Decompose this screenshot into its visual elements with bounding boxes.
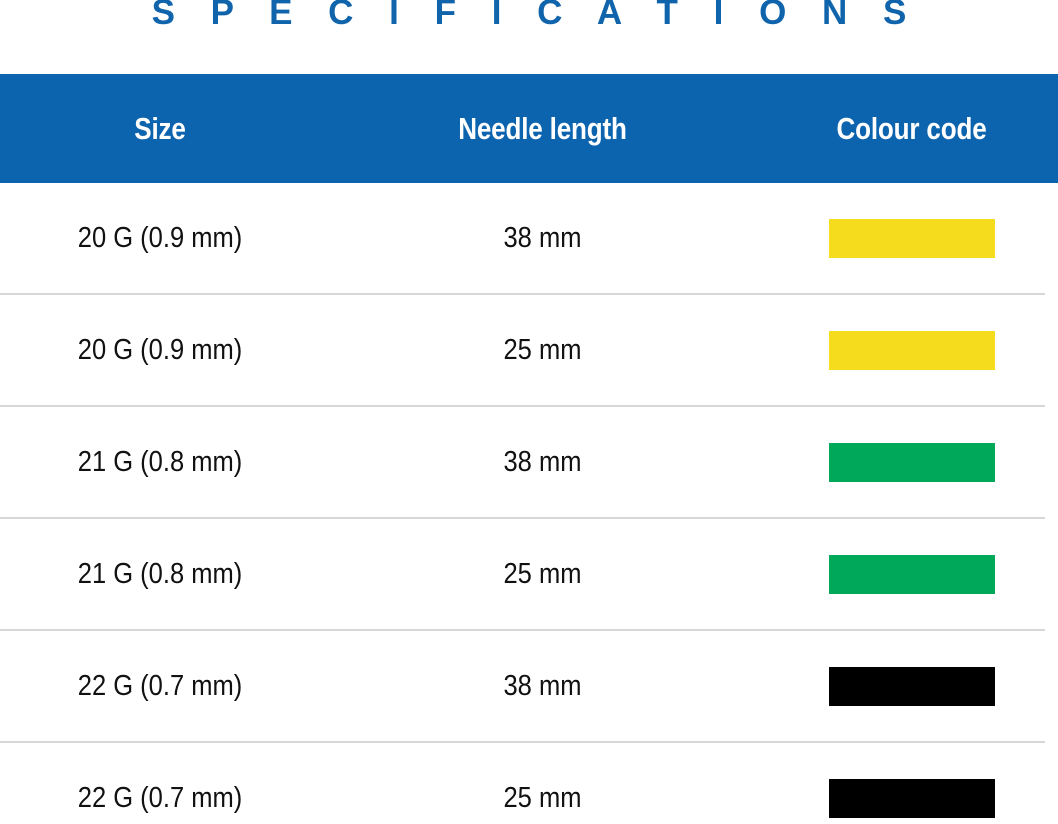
table-row: 21 G (0.8 mm) 38 mm xyxy=(0,405,1058,517)
cell-size: 20 G (0.9 mm) xyxy=(77,333,243,366)
table-row: 20 G (0.9 mm) 38 mm xyxy=(0,183,1058,293)
column-header-size: Size xyxy=(134,110,186,146)
table-row: 22 G (0.7 mm) 38 mm xyxy=(0,629,1058,741)
colour-swatch-yellow xyxy=(828,218,995,258)
table-row: 22 G (0.7 mm) 25 mm xyxy=(0,741,1058,824)
cell-colour-code xyxy=(765,330,1058,370)
column-header-needle-length: Needle length xyxy=(458,110,627,146)
cell-colour-code xyxy=(765,666,1058,706)
colour-swatch-black xyxy=(828,778,995,818)
table-header-row: Size Needle length Colour code xyxy=(0,74,1058,183)
cell-needle-length: 25 mm xyxy=(503,557,582,590)
table-row: 20 G (0.9 mm) 25 mm xyxy=(0,293,1058,405)
cell-needle-length: 25 mm xyxy=(503,333,582,366)
cell-colour-code xyxy=(765,778,1058,818)
cell-colour-code xyxy=(765,554,1058,594)
page-title: S P E C I F I C A T I O N S xyxy=(151,0,920,32)
specifications-table: Size Needle length Colour code 20 G (0.9… xyxy=(0,74,1058,824)
cell-needle-length: 38 mm xyxy=(503,669,582,702)
colour-swatch-black xyxy=(828,666,995,706)
cell-needle-length: 25 mm xyxy=(503,781,582,814)
cell-size: 20 G (0.9 mm) xyxy=(77,221,243,254)
table-row: 21 G (0.8 mm) 25 mm xyxy=(0,517,1058,629)
cell-size: 22 G (0.7 mm) xyxy=(77,781,243,814)
colour-swatch-green xyxy=(828,554,995,594)
column-header-colour-code: Colour code xyxy=(836,110,987,146)
cell-needle-length: 38 mm xyxy=(503,445,582,478)
table-body: 20 G (0.9 mm) 38 mm 20 G (0.9 mm) 25 mm 21 G… xyxy=(0,183,1058,824)
colour-swatch-green xyxy=(828,442,995,482)
colour-swatch-yellow xyxy=(828,330,995,370)
cell-colour-code xyxy=(765,442,1058,482)
cell-size: 21 G (0.8 mm) xyxy=(77,557,243,590)
cell-needle-length: 38 mm xyxy=(503,221,582,254)
cell-size: 21 G (0.8 mm) xyxy=(77,445,243,478)
cell-colour-code xyxy=(765,218,1058,258)
cell-size: 22 G (0.7 mm) xyxy=(77,669,243,702)
